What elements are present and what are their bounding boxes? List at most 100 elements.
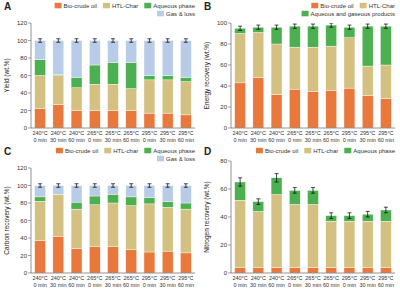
legend-item: Aqueous phase	[144, 148, 195, 154]
bar-segment	[362, 221, 373, 267]
y-tick	[28, 185, 31, 186]
legend-item: Bio-crude oil	[256, 148, 298, 154]
bar-segment	[235, 267, 246, 273]
bar-segment	[89, 65, 100, 84]
y-tick	[28, 238, 31, 239]
x-tick-label: 0 min	[233, 282, 246, 288]
x-tick-label: 265°C	[124, 130, 139, 136]
bar-segment	[35, 76, 46, 109]
panel: CBio-crude oilHTL-charAqueous phaseGas &…	[3, 146, 196, 288]
legend-label: Bio-crude oil	[65, 148, 98, 154]
bar-segment	[380, 99, 391, 128]
bar-segment	[144, 186, 155, 198]
bar-segment	[271, 195, 282, 268]
bar-segment	[180, 186, 191, 204]
x-tick-label: 240°C	[69, 130, 84, 136]
x-tick-label: 60 min	[123, 282, 140, 288]
bar-segment	[144, 204, 155, 252]
y-tick-label: 20	[220, 242, 227, 248]
x-tick-label: 60 min	[123, 137, 140, 143]
bar-segment	[35, 201, 46, 240]
x-tick-label: 0 min	[143, 137, 156, 143]
legend: Bio-crude oilHTL-CharAqueous and gaseous…	[302, 3, 395, 17]
x-tick-label: 295°C	[178, 130, 193, 136]
y-tick	[228, 86, 231, 87]
x-tick-label: 295°C	[142, 130, 157, 136]
y-tick-label: 120	[17, 20, 28, 26]
bar-segment	[362, 26, 373, 66]
bar-segment	[53, 104, 64, 128]
error-bar	[93, 184, 97, 188]
x-tick-label: 295°C	[342, 130, 357, 136]
legend-swatch	[360, 3, 367, 9]
bar-segment	[71, 111, 82, 129]
error-bar	[111, 184, 115, 188]
bar-segment	[326, 46, 337, 90]
bar-segment	[71, 209, 82, 248]
x-axis	[31, 273, 195, 274]
legend-item: HTL-char	[104, 148, 138, 154]
bar-segment	[362, 95, 373, 128]
bar-segment	[162, 41, 173, 76]
x-tick-label: 265°C	[287, 130, 302, 136]
y-tick	[28, 110, 31, 111]
y-tick-label: 80	[20, 200, 27, 206]
legend-label: HTL-Char	[112, 3, 138, 9]
legend-item: Aqueous phase	[344, 148, 395, 154]
error-bar	[275, 174, 279, 182]
legend-label: HTL-char	[313, 148, 338, 154]
bar-segment	[71, 249, 82, 274]
bar-segment	[89, 41, 100, 66]
y-tick-label: 60	[20, 218, 27, 224]
x-tick-label: 30 min	[105, 282, 122, 288]
error-bar	[329, 23, 333, 27]
legend-label: Aqueous and gaseous products	[311, 11, 395, 17]
y-tick-label: 20	[20, 253, 27, 259]
bar-segment	[380, 221, 391, 267]
bar-segment	[235, 83, 246, 128]
legend-item: Aqueous and gaseous products	[302, 11, 395, 17]
bar-segment	[126, 89, 137, 111]
y-tick	[28, 93, 31, 94]
plot-area	[235, 174, 392, 273]
y-tick	[28, 255, 31, 256]
bar-segment	[326, 221, 337, 267]
y-tick	[228, 23, 231, 24]
error-bar	[293, 188, 297, 194]
x-tick-label: 30 min	[250, 137, 267, 143]
error-bar	[238, 26, 242, 30]
bar-segment	[162, 186, 173, 202]
bar-segment	[71, 77, 82, 88]
y-tick-label: 0	[24, 270, 28, 276]
legend-swatch	[256, 148, 263, 154]
y-tick-label: 80	[220, 158, 227, 164]
error-bar	[329, 213, 333, 219]
error-bar	[129, 39, 133, 43]
legend-swatch	[144, 148, 151, 154]
x-tick-label: 30 min	[50, 137, 67, 143]
bar-segment	[180, 41, 191, 78]
error-bar	[38, 39, 42, 43]
y-tick-label: 60	[20, 73, 27, 79]
y-axis	[231, 23, 232, 128]
bar-segment	[362, 66, 373, 95]
x-tick-label: 265°C	[105, 275, 120, 281]
error-bar	[311, 24, 315, 28]
legend-swatch	[157, 11, 164, 16]
bar-segment	[235, 34, 246, 83]
y-tick	[28, 168, 31, 169]
legend-swatch	[157, 156, 164, 162]
error-bar	[147, 39, 151, 43]
y-axis-label: Nitrogen recovery (wt.%)	[203, 181, 211, 253]
x-tick-label: 30 min	[50, 282, 67, 288]
bar-segment	[271, 27, 282, 44]
y-tick-label: 100	[17, 38, 28, 44]
x-tick-label: 240°C	[251, 130, 266, 136]
bar-segment	[108, 62, 119, 84]
error-bar	[56, 184, 60, 188]
panel-title: C	[4, 146, 11, 157]
x-tick-label: 30 min	[359, 282, 376, 288]
bar-segment	[289, 204, 300, 267]
bar-segment	[126, 41, 137, 63]
bar-segment	[180, 82, 191, 115]
